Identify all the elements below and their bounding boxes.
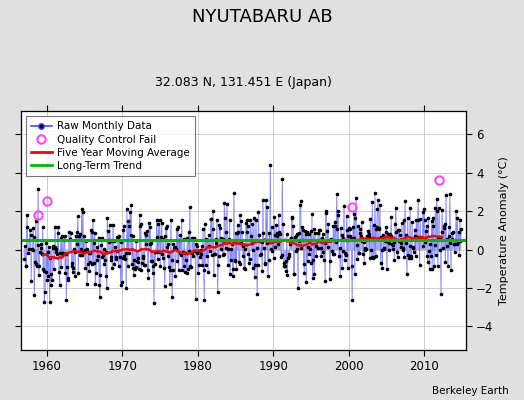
Text: Berkeley Earth: Berkeley Earth (432, 386, 508, 396)
Text: NYUTABARU AB: NYUTABARU AB (192, 8, 332, 26)
Title: 32.083 N, 131.451 E (Japan): 32.083 N, 131.451 E (Japan) (155, 76, 332, 89)
Legend: Raw Monthly Data, Quality Control Fail, Five Year Moving Average, Long-Term Tren: Raw Monthly Data, Quality Control Fail, … (26, 116, 195, 176)
Y-axis label: Temperature Anomaly (°C): Temperature Anomaly (°C) (499, 156, 509, 305)
